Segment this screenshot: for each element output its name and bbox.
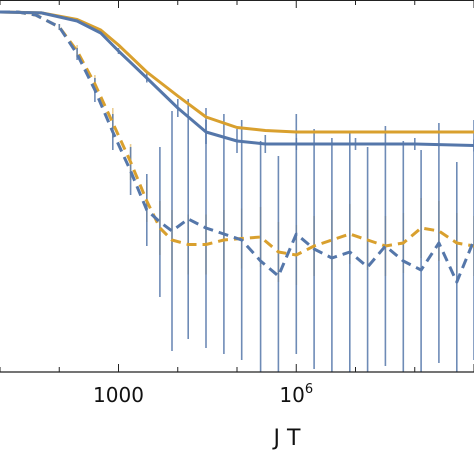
x-tick-label: 106	[279, 382, 313, 407]
series-line-2	[0, 10, 474, 147]
x-ticks	[0, 0, 474, 372]
series-lines	[0, 10, 474, 284]
x-axis-label: J T	[272, 426, 301, 451]
series-line-4	[0, 10, 474, 284]
series-line-1	[0, 10, 474, 134]
axes: 1000 106	[0, 0, 474, 407]
error-bars	[58, 24, 474, 372]
x-tick-label: 1000	[93, 383, 144, 407]
x-tick-labels: 1000 106	[93, 382, 313, 407]
